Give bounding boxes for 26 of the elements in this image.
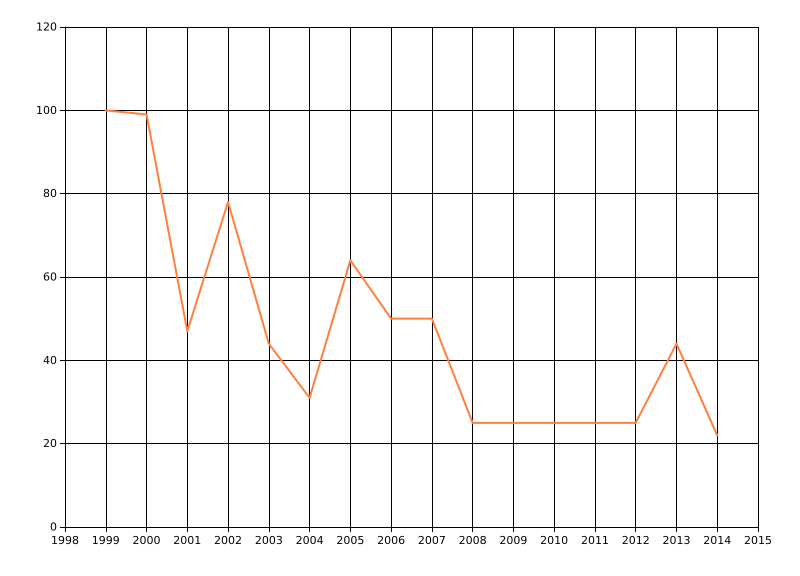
y-tick-label: 80 bbox=[43, 187, 57, 200]
x-tick-label: 2006 bbox=[377, 534, 406, 547]
x-tick-label: 2004 bbox=[296, 534, 324, 547]
x-tick-label: 2011 bbox=[580, 534, 609, 547]
y-tick-label: 40 bbox=[43, 354, 57, 367]
y-tick-label: 20 bbox=[43, 437, 57, 450]
x-tick-label: 2010 bbox=[540, 534, 568, 547]
x-tick-label: 1998 bbox=[51, 534, 79, 547]
x-tick-label: 2005 bbox=[336, 534, 364, 547]
x-tick-label: 2003 bbox=[254, 534, 283, 547]
x-tick-label: 1999 bbox=[92, 534, 120, 547]
x-tick-label: 2013 bbox=[662, 534, 690, 547]
x-tick-label: 2002 bbox=[214, 534, 242, 547]
x-tick-label: 2009 bbox=[499, 534, 528, 547]
y-tick-label: 100 bbox=[36, 104, 57, 117]
x-tick-label: 2008 bbox=[458, 534, 487, 547]
x-tick-label: 2000 bbox=[132, 534, 161, 547]
x-tick-label: 2001 bbox=[173, 534, 202, 547]
y-tick-label: 120 bbox=[36, 20, 57, 34]
y-tick-label: 0 bbox=[50, 520, 57, 534]
y-tick-label: 60 bbox=[43, 270, 57, 284]
x-tick-label: 2014 bbox=[703, 534, 732, 547]
x-tick-label: 2012 bbox=[622, 534, 650, 547]
x-tick-label: 2015 bbox=[744, 534, 772, 547]
line-series bbox=[104, 109, 718, 436]
x-tick-label: 2007 bbox=[418, 534, 446, 547]
